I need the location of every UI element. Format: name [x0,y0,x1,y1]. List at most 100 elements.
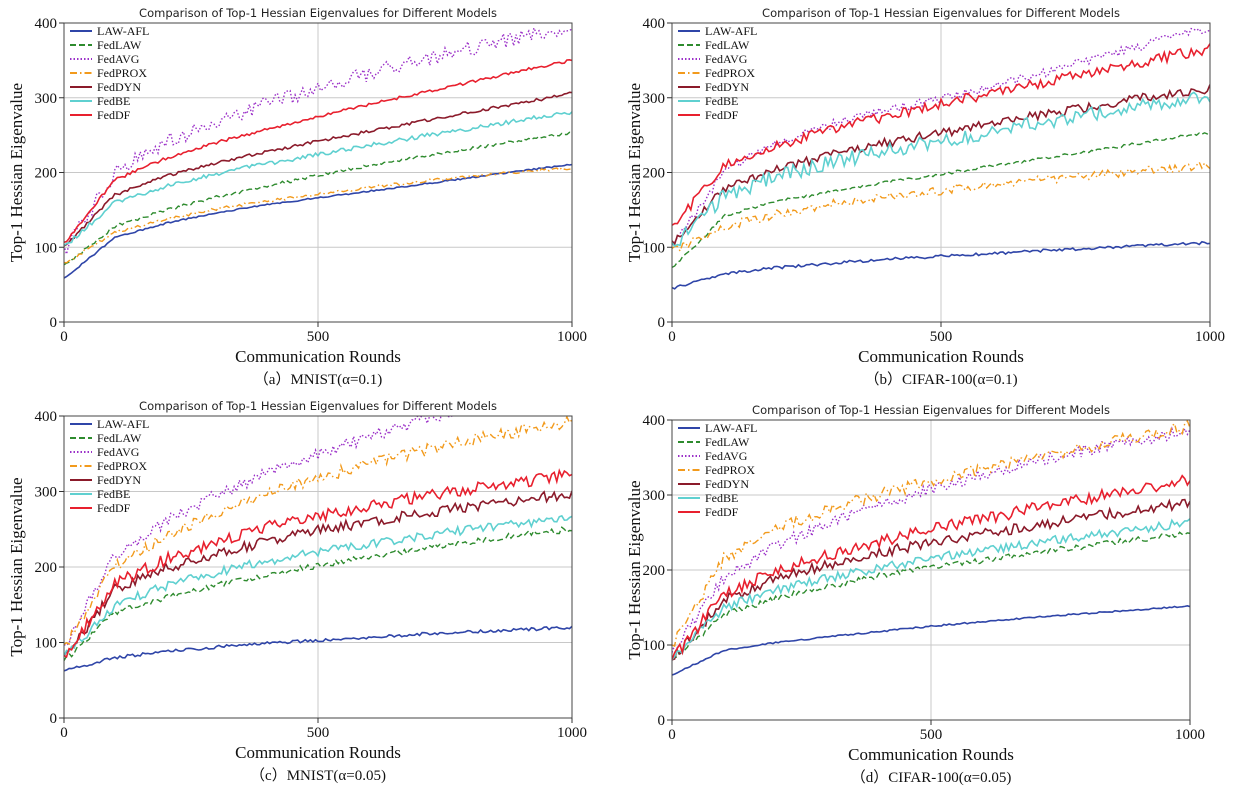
x-axis-label: Communication Rounds [235,743,401,762]
legend-label: FedLAW [97,431,142,445]
x-tick-label: 500 [920,727,943,743]
x-tick-label: 1000 [557,329,587,345]
series-line-feddyn [672,498,1190,661]
series-line-fedprox [672,160,1210,253]
legend-label: FedAVG [97,445,140,459]
y-tick-label: 300 [643,91,666,107]
legend-label: FedAVG [97,52,140,66]
legend-label: FedBE [97,94,130,108]
series-line-feddyn [64,91,572,247]
chart-panel-c: Comparison of Top-1 Hessian Eigenvalues … [0,396,610,791]
subfigure-caption: （c）MNIST(α=0.05) [250,767,386,784]
x-tick-label: 500 [930,329,953,345]
legend-label: LAW-AFL [97,417,149,431]
legend-label: FedPROX [705,463,755,477]
series-line-fedbe [672,518,1190,661]
series-line-fedavg [64,416,454,647]
y-axis-label: Top-1 Hessian Eigenvalue [7,477,26,656]
legend-label: FedDF [705,108,739,122]
legend: LAW-AFLFedLAWFedAVGFedPROXFedDYNFedBEFed… [70,417,149,515]
legend: LAW-AFLFedLAWFedAVGFedPROXFedDYNFedBEFed… [70,24,149,122]
grid [64,416,572,718]
y-tick-label: 0 [658,315,666,331]
series-line-fedlaw [64,526,572,662]
series-group [64,25,572,279]
chart-panel-a: Comparison of Top-1 Hessian Eigenvalues … [0,0,610,395]
series-line-fedavg [64,25,572,257]
x-tick-label: 1000 [557,725,587,741]
y-tick-label: 100 [35,240,58,256]
series-line-fedlaw [64,131,572,266]
subfigure-caption: （a）MNIST(α=0.1) [254,371,382,388]
series-line-fedlaw [672,130,1210,269]
legend-label: FedDF [97,501,131,515]
legend-label: LAW-AFL [97,24,149,38]
legend-label: FedDYN [705,80,749,94]
subfigure-caption: （b）CIFAR-100(α=0.1) [864,371,1017,388]
grid [64,23,572,322]
series-line-fedbe [672,91,1210,248]
x-tick-label: 0 [668,329,676,345]
x-tick-label: 500 [307,725,330,741]
y-tick-label: 300 [35,91,58,107]
y-tick-label: 200 [35,560,58,576]
legend-label: FedPROX [97,66,147,80]
y-axis-label: Top-1 Hessian Eigenvalue [625,83,644,262]
legend: LAW-AFLFedLAWFedAVGFedPROXFedDYNFedBEFed… [678,24,757,122]
x-tick-label: 500 [307,329,330,345]
chart-title: Comparison of Top-1 Hessian Eigenvalues … [762,6,1120,20]
legend-label: FedDYN [97,473,141,487]
y-tick-label: 0 [658,713,666,729]
chart-title: Comparison of Top-1 Hessian Eigenvalues … [139,6,497,20]
legend-label: FedPROX [97,459,147,473]
x-axis-label: Communication Rounds [235,347,401,366]
series-line-feddf [672,474,1190,660]
series-line-law-afl [672,240,1210,290]
series-line-fedavg [672,27,1210,246]
series-line-fedbe [64,514,572,657]
legend-label: LAW-AFL [705,24,757,38]
legend-label: FedAVG [705,52,748,66]
y-tick-label: 300 [35,485,58,501]
legend-label: LAW-AFL [705,421,757,435]
y-tick-label: 100 [35,636,58,652]
chart-a: Comparison of Top-1 Hessian Eigenvalues … [7,6,587,388]
legend-label: FedPROX [705,66,755,80]
y-tick-label: 400 [35,409,58,425]
y-tick-label: 100 [643,240,666,256]
series-line-fedprox [64,416,572,646]
series-line-fedbe [64,111,572,246]
legend-label: FedBE [705,94,738,108]
subfigure-caption: （d）CIFAR-100(α=0.05) [851,769,1012,786]
legend-label: FedBE [97,487,130,501]
y-tick-label: 400 [35,16,58,32]
x-tick-label: 0 [60,329,68,345]
series-line-fedlaw [672,531,1190,661]
legend-label: FedDF [97,108,131,122]
series-line-feddyn [672,84,1210,246]
chart-panel-b: Comparison of Top-1 Hessian Eigenvalues … [618,0,1233,395]
y-tick-label: 400 [643,413,666,429]
x-axis-label: Communication Rounds [858,347,1024,366]
chart-d: Comparison of Top-1 Hessian Eigenvalues … [625,403,1205,786]
x-axis-label: Communication Rounds [848,745,1014,764]
series-line-feddf [64,468,572,659]
legend: LAW-AFLFedLAWFedAVGFedPROXFedDYNFedBEFed… [678,421,757,519]
series-group [672,27,1210,290]
x-tick-label: 1000 [1175,727,1205,743]
series-line-feddf [672,43,1210,226]
legend-label: FedLAW [705,38,750,52]
x-tick-label: 0 [60,725,68,741]
chart-c: Comparison of Top-1 Hessian Eigenvalues … [7,399,587,784]
legend-label: FedDYN [97,80,141,94]
y-tick-label: 0 [50,315,58,331]
y-tick-label: 400 [643,16,666,32]
y-axis-label: Top-1 Hessian Eigenvalue [7,83,26,262]
series-line-law-afl [672,604,1190,676]
y-tick-label: 200 [643,166,666,182]
legend-label: FedLAW [97,38,142,52]
chart-title: Comparison of Top-1 Hessian Eigenvalues … [139,399,497,413]
legend-label: FedAVG [705,449,748,463]
series-line-fedprox [672,420,1190,648]
series-line-feddyn [64,490,572,657]
